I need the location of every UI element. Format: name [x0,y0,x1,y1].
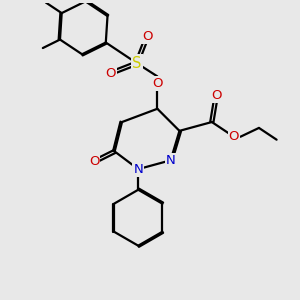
Text: S: S [132,56,141,70]
Text: O: O [142,30,152,43]
Text: N: N [166,154,176,167]
Text: O: O [211,89,221,102]
Text: O: O [105,67,116,80]
Text: N: N [133,163,143,176]
Text: O: O [152,77,163,90]
Text: O: O [229,130,239,143]
Text: O: O [89,155,99,168]
